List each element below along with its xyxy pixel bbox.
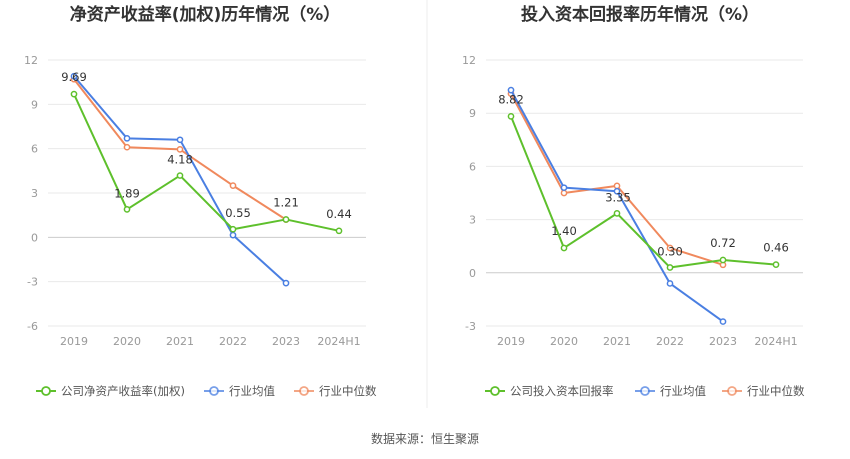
chart-title: 净资产收益率(加权)历年情况（%） (70, 4, 341, 25)
y-tick-label: -3 (465, 320, 476, 333)
data-point-company (335, 227, 343, 235)
data-point-company (719, 256, 727, 264)
y-tick-label: -6 (27, 320, 38, 333)
data-point-company (70, 90, 78, 98)
legend-label-company: 公司投入资本回报率 (510, 384, 614, 398)
data-point-company (229, 225, 237, 233)
data-point-company (666, 264, 674, 271)
data-label: 9.69 (61, 70, 87, 84)
roe-chart: 净资产收益率(加权)历年情况（%） -6 -3 0 3 6 9 12 2019 2020 2021 2… (24, 4, 377, 398)
y-tick-label: 0 (31, 231, 38, 244)
y-tick-label: 12 (462, 54, 476, 67)
data-point-company (507, 113, 515, 120)
data-point-company (613, 210, 621, 217)
series-line-company (73, 93, 340, 232)
data-point-median (613, 182, 621, 190)
y-tick-label: 3 (31, 187, 38, 200)
x-tick-label: 2024H1 (754, 335, 797, 348)
x-tick-label: 2023 (709, 335, 737, 348)
data-label: 0.44 (326, 207, 352, 221)
data-point-company (772, 261, 780, 268)
data-label: 3.35 (605, 190, 631, 204)
y-tick-label: 6 (469, 160, 476, 173)
x-tick-label: 2024H1 (317, 335, 360, 348)
data-point-average (613, 187, 621, 195)
data-label: 0.55 (225, 206, 251, 220)
y-tick-label: 9 (469, 107, 476, 120)
chart-title: 投入资本回报率历年情况（%） (521, 4, 759, 25)
y-tick-label: 6 (31, 143, 38, 156)
legend-label-company: 公司净资产收益率(加权) (61, 384, 185, 398)
legend-label-average: 行业均值 (660, 384, 706, 398)
x-tick-label: 2020 (113, 335, 141, 348)
data-label: 1.89 (114, 186, 140, 200)
data-point-average (123, 134, 131, 142)
data-point-company (123, 206, 131, 213)
series-line-average (510, 89, 724, 323)
y-tick-label: 12 (24, 54, 38, 67)
roic-chart: 投入资本回报率历年情况（%） -3 0 3 6 9 12 2019 2020 2021 2022 20… (462, 4, 805, 398)
x-tick-label: 2020 (550, 335, 578, 348)
x-tick-label: 2022 (656, 335, 684, 348)
data-point-average (282, 279, 290, 287)
data-point-median (229, 182, 237, 189)
legend-marker-average (640, 386, 650, 396)
data-point-company (560, 244, 568, 252)
data-point-median (176, 146, 184, 153)
x-tick-label: 2023 (272, 335, 300, 348)
data-label: 4.18 (167, 153, 193, 167)
legend-marker-company (41, 386, 51, 396)
legend-marker-average (209, 386, 219, 396)
legend-label-average: 行业均值 (229, 384, 275, 398)
x-tick-label: 2019 (497, 335, 525, 348)
legend-marker-median (727, 386, 737, 396)
y-tick-label: 9 (31, 98, 38, 111)
data-label: 0.30 (657, 244, 683, 258)
data-point-median (560, 189, 568, 197)
y-tick-label: 0 (469, 267, 476, 280)
data-point-median (666, 244, 674, 252)
series-line-median (510, 93, 724, 266)
legend-marker-company (490, 386, 500, 396)
data-point-average (666, 280, 674, 287)
x-tick-label: 2021 (603, 335, 631, 348)
data-label: 1.21 (273, 195, 299, 209)
series-line-average (73, 75, 287, 284)
data-point-average (70, 72, 78, 80)
data-point-average (719, 318, 727, 325)
data-source: 数据来源：恒生聚源 (371, 431, 479, 446)
data-label: 8.82 (498, 92, 524, 106)
x-tick-label: 2019 (60, 335, 88, 348)
x-tick-label: 2022 (219, 335, 247, 348)
legend-marker-median (299, 386, 309, 396)
data-label: 0.46 (763, 241, 789, 255)
x-tick-label: 2021 (166, 335, 194, 348)
data-point-average (176, 136, 184, 144)
data-point-average (507, 86, 515, 94)
y-tick-label: -3 (27, 276, 38, 289)
data-point-median (123, 143, 131, 151)
series-line-company (510, 116, 777, 269)
data-point-average (229, 231, 237, 239)
y-tick-label: 3 (469, 214, 476, 227)
legend-label-median: 行业中位数 (319, 384, 377, 398)
data-label: 1.40 (551, 224, 577, 238)
data-label: 0.72 (710, 236, 736, 250)
data-point-company (176, 172, 184, 179)
data-point-average (560, 184, 568, 192)
legend-label-median: 行业中位数 (747, 384, 805, 398)
data-point-company (282, 216, 290, 223)
